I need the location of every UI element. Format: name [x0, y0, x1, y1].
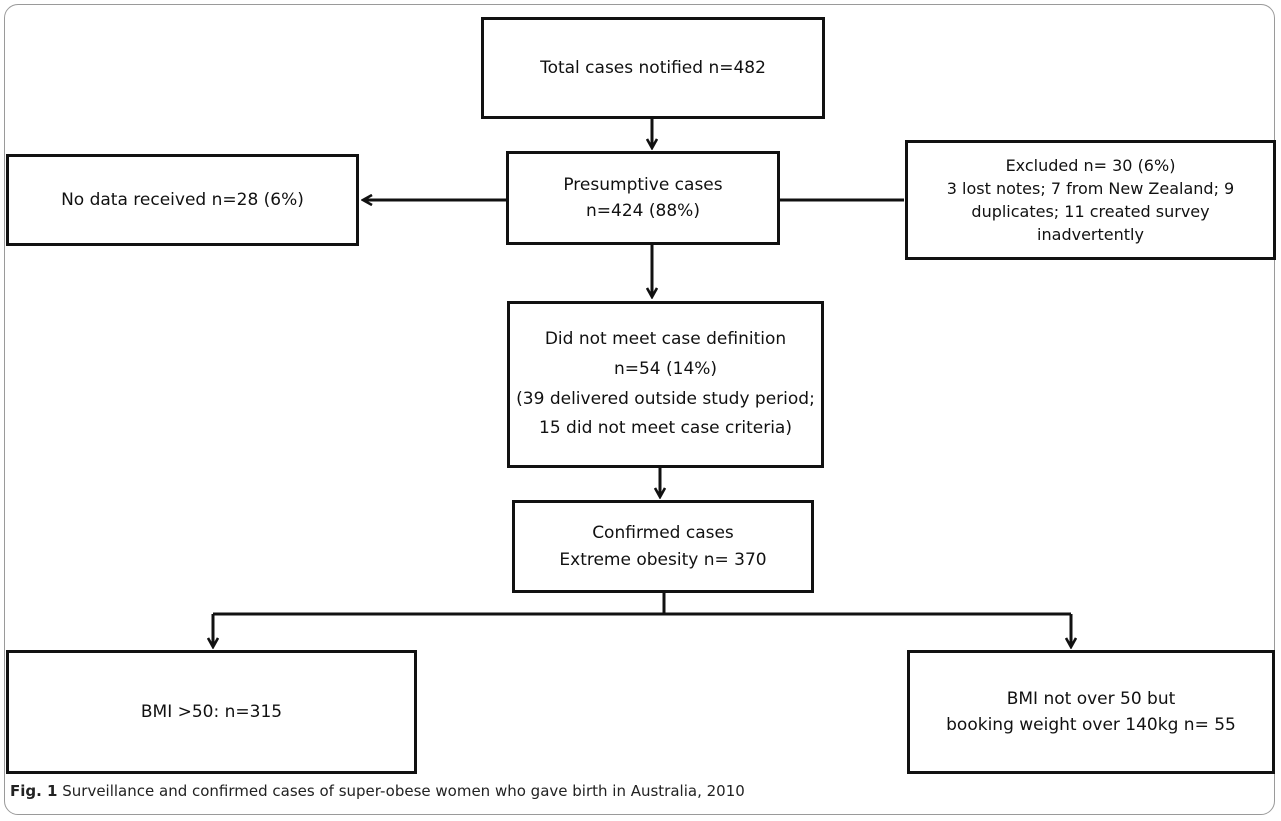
- confirmed-count: Extreme obesity n= 370: [559, 549, 767, 570]
- total-cases-box: Total cases notified n=482: [481, 17, 825, 119]
- excluded-detail-3: inadvertently: [1037, 225, 1144, 245]
- bmi-over-50-text: BMI >50: n=315: [140, 701, 283, 722]
- bmi-not-over-50-line2: booking weight over 140kg n= 55: [946, 715, 1236, 735]
- confirmed-title: Confirmed cases: [592, 523, 734, 544]
- presumptive-cases-box: Presumptive cases n=424 (88%): [506, 151, 780, 245]
- not-meet-count: n=54 (14%): [613, 358, 718, 379]
- not-meet-detail-2: 15 did not meet case criteria): [539, 418, 792, 439]
- excluded-detail-1: 3 lost notes; 7 from New Zealand; 9: [946, 178, 1235, 198]
- excluded-title: Excluded n= 30 (6%): [1005, 155, 1176, 175]
- figure-label: Fig. 1: [10, 782, 58, 800]
- figure-frame: [4, 4, 1275, 815]
- not-meet-title: Did not meet case definition: [544, 329, 787, 349]
- figure-caption-text: Surveillance and confirmed cases of supe…: [57, 782, 745, 800]
- not-meet-definition-box: Did not meet case definition n=54 (14%) …: [507, 301, 824, 468]
- not-meet-detail-1: (39 delivered outside study period;: [516, 388, 815, 409]
- bmi-over-50-box: BMI >50: n=315: [6, 650, 417, 774]
- excluded-detail-2: duplicates; 11 created survey: [971, 202, 1210, 221]
- bmi-not-over-50-line1: BMI not over 50 but: [1006, 688, 1176, 709]
- confirmed-cases-box: Confirmed cases Extreme obesity n= 370: [512, 500, 814, 593]
- no-data-box: No data received n=28 (6%): [6, 154, 359, 246]
- figure-caption: Fig. 1 Surveillance and confirmed cases …: [10, 782, 745, 800]
- bmi-not-over-50-box: BMI not over 50 but booking weight over …: [907, 650, 1275, 774]
- presumptive-count: n=424 (88%): [586, 201, 700, 221]
- excluded-box: Excluded n= 30 (6%) 3 lost notes; 7 from…: [905, 140, 1276, 260]
- no-data-text: No data received n=28 (6%): [61, 189, 304, 210]
- presumptive-title: Presumptive cases: [563, 174, 723, 195]
- total-cases-text: Total cases notified n=482: [540, 57, 766, 78]
